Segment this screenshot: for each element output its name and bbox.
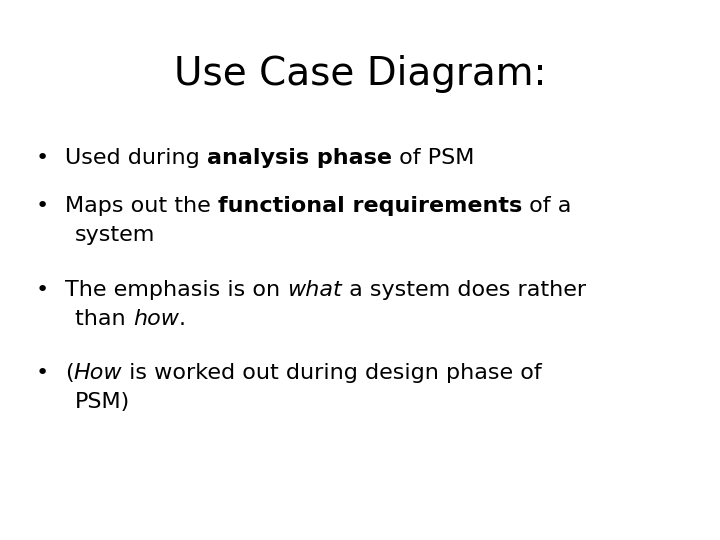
Text: functional requirements: functional requirements: [218, 196, 522, 216]
Text: .: .: [179, 309, 186, 329]
Text: The emphasis is on: The emphasis is on: [65, 280, 287, 300]
Text: of a: of a: [522, 196, 572, 216]
Text: is worked out during design phase of: is worked out during design phase of: [122, 363, 542, 383]
Text: •: •: [35, 196, 49, 216]
Text: of PSM: of PSM: [392, 148, 474, 168]
Text: How: How: [73, 363, 122, 383]
Text: system: system: [75, 225, 156, 245]
Text: (: (: [65, 363, 73, 383]
Text: •: •: [35, 363, 49, 383]
Text: Maps out the: Maps out the: [65, 196, 218, 216]
Text: Used during: Used during: [65, 148, 207, 168]
Text: what: what: [287, 280, 342, 300]
Text: •: •: [35, 148, 49, 168]
Text: Use Case Diagram:: Use Case Diagram:: [174, 55, 546, 93]
Text: •: •: [35, 280, 49, 300]
Text: than: than: [75, 309, 132, 329]
Text: a system does rather: a system does rather: [342, 280, 586, 300]
Text: PSM): PSM): [75, 392, 130, 412]
Text: analysis phase: analysis phase: [207, 148, 392, 168]
Text: how: how: [132, 309, 179, 329]
